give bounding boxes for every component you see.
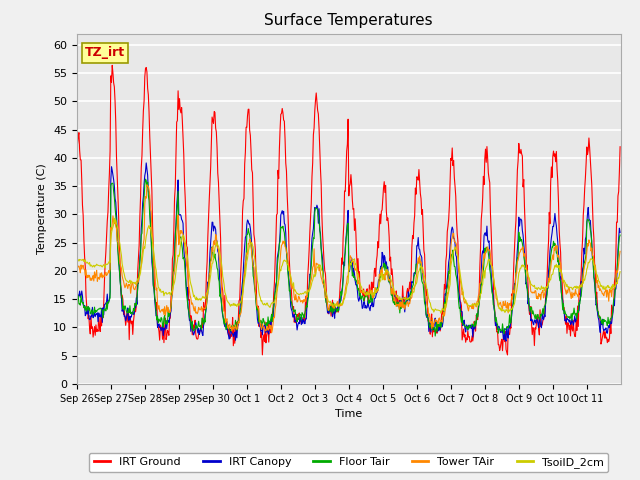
X-axis label: Time: Time xyxy=(335,409,362,419)
Text: TZ_irt: TZ_irt xyxy=(85,47,125,60)
Legend: IRT Ground, IRT Canopy, Floor Tair, Tower TAir, TsoilD_2cm: IRT Ground, IRT Canopy, Floor Tair, Towe… xyxy=(89,453,609,472)
Y-axis label: Temperature (C): Temperature (C) xyxy=(37,163,47,254)
Title: Surface Temperatures: Surface Temperatures xyxy=(264,13,433,28)
